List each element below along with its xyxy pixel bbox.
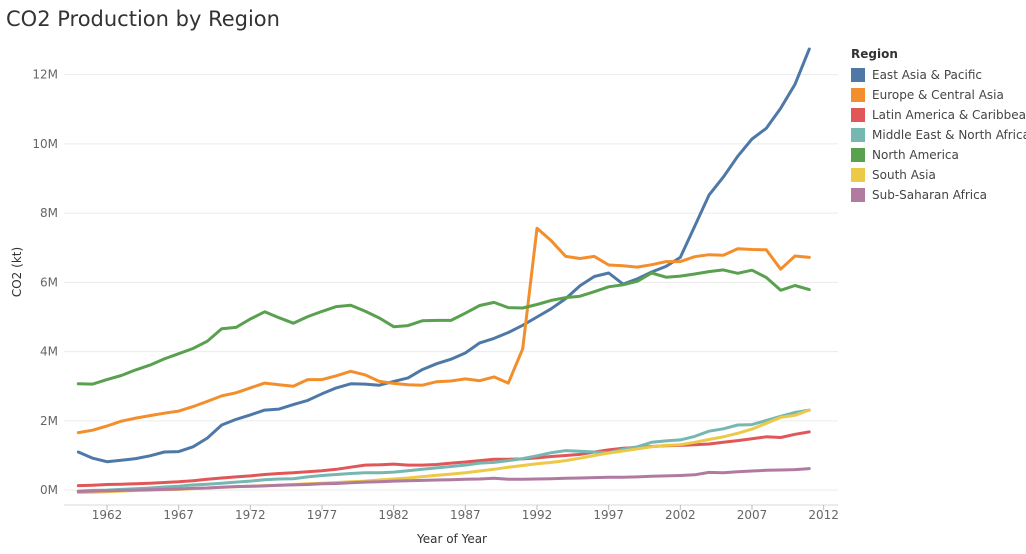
series-line-north-america[interactable] bbox=[76, 268, 811, 386]
y-tick-label: 6M bbox=[40, 275, 58, 289]
legend-swatch bbox=[851, 68, 865, 82]
x-tick-label: 2012 bbox=[808, 508, 839, 522]
chart-title: CO2 Production by Region bbox=[6, 7, 280, 31]
legend-item[interactable]: Sub-Saharan Africa bbox=[851, 185, 1026, 205]
legend-swatch bbox=[851, 128, 865, 142]
series-line-sub-saharan-africa[interactable] bbox=[76, 467, 811, 493]
legend-swatch bbox=[851, 188, 865, 202]
legend-title: Region bbox=[851, 47, 898, 61]
legend: Region East Asia & Pacific Europe & Centr… bbox=[851, 47, 1026, 205]
y-axis-label: CO2 (kt) bbox=[10, 247, 24, 297]
x-tick-label: 2007 bbox=[737, 508, 768, 522]
y-tick-label: 2M bbox=[40, 414, 58, 428]
series-lines bbox=[76, 47, 811, 494]
legend-swatch bbox=[851, 108, 865, 122]
series-line-east-asia-pacific[interactable] bbox=[76, 47, 811, 464]
x-axis-label: Year of Year bbox=[416, 532, 487, 546]
legend-item[interactable]: North America bbox=[851, 145, 1026, 165]
y-tick-label: 12M bbox=[32, 68, 58, 82]
x-tick-label: 1977 bbox=[307, 508, 338, 522]
legend-label: North America bbox=[872, 148, 959, 162]
x-tick-label: 2002 bbox=[665, 508, 696, 522]
x-tick-label: 1967 bbox=[163, 508, 194, 522]
legend-item[interactable]: Latin America & Caribbean bbox=[851, 105, 1026, 125]
legend-item[interactable]: East Asia & Pacific bbox=[851, 65, 1026, 85]
y-tick-label: 0M bbox=[40, 483, 58, 497]
series-line-europe-central-asia[interactable] bbox=[76, 226, 811, 435]
x-tick-label: 1997 bbox=[593, 508, 624, 522]
x-tick-label: 1992 bbox=[522, 508, 553, 522]
legend-item[interactable]: South Asia bbox=[851, 165, 1026, 185]
x-tick-label: 1972 bbox=[235, 508, 266, 522]
legend-label: Latin America & Caribbean bbox=[872, 108, 1026, 122]
legend-swatch bbox=[851, 88, 865, 102]
legend-label: South Asia bbox=[872, 168, 936, 182]
series-line-middle-east-north-africa[interactable] bbox=[76, 408, 811, 493]
legend-label: Middle East & North Africa bbox=[872, 128, 1026, 142]
x-tick-label: 1982 bbox=[378, 508, 409, 522]
x-tick-label: 1987 bbox=[450, 508, 481, 522]
y-tick-label: 10M bbox=[32, 137, 58, 151]
y-tick-label: 4M bbox=[40, 345, 58, 359]
legend-label: Sub-Saharan Africa bbox=[872, 188, 988, 202]
legend-label: East Asia & Pacific bbox=[872, 68, 982, 82]
axes: 0M 2M 4M 6M 8M 10M 12M 1962 1967 1972 1977 1982 1987… bbox=[32, 68, 839, 522]
x-tick-label: 1962 bbox=[92, 508, 123, 522]
legend-item[interactable]: Europe & Central Asia bbox=[851, 85, 1026, 105]
legend-swatch bbox=[851, 168, 865, 182]
series-line-latin-america-caribbean[interactable] bbox=[76, 430, 811, 488]
y-tick-label: 8M bbox=[40, 206, 58, 220]
legend-item[interactable]: Middle East & North Africa bbox=[851, 125, 1026, 145]
legend-swatch bbox=[851, 148, 865, 162]
legend-label: Europe & Central Asia bbox=[872, 88, 1004, 102]
